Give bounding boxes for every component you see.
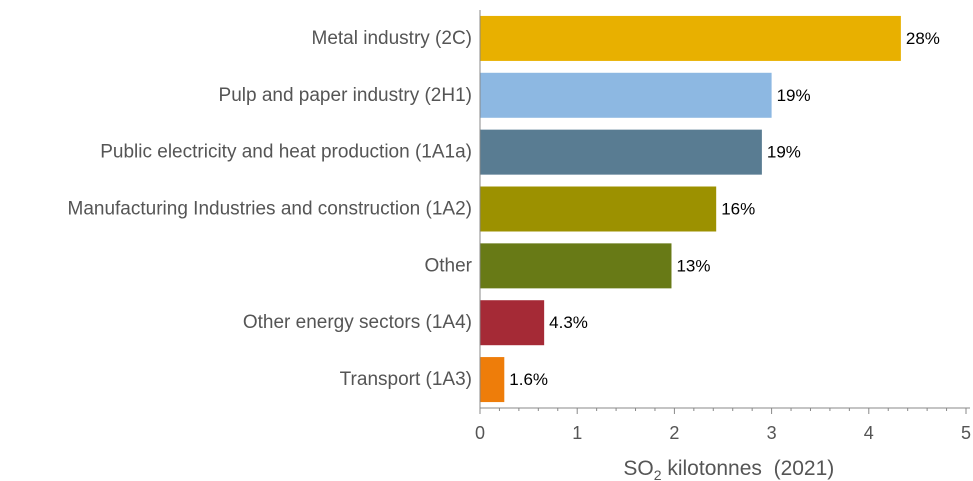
value-label-3: 19% xyxy=(767,143,801,162)
x-tick-label-2: 2 xyxy=(669,423,679,443)
x-tick-label-0: 0 xyxy=(475,423,485,443)
x-tick-label-1: 1 xyxy=(572,423,582,443)
category-label-1: Metal industry (2C) xyxy=(312,28,473,49)
value-label-6: 4.3% xyxy=(549,313,588,332)
bar-3 xyxy=(480,129,762,175)
value-label-1: 28% xyxy=(906,29,940,48)
category-label-5: Other xyxy=(424,255,472,276)
category-label-3: Public electricity and heat production (… xyxy=(100,142,472,163)
x-axis: 0 1 2 3 4 5 xyxy=(475,10,971,443)
category-label-4: Manufacturing Industries and constructio… xyxy=(68,199,473,220)
bar-2 xyxy=(480,72,772,118)
x-axis-title: SO2 kilotonnes (2021) xyxy=(594,457,852,481)
category-labels-layer: Metal industry (2C) Pulp and paper indust… xyxy=(68,28,473,390)
bar-5 xyxy=(480,243,672,289)
value-label-7: 1.6% xyxy=(509,370,548,389)
value-labels-layer: 28% 19% 19% 16% 13% 4.3% 1.6% xyxy=(509,29,940,389)
x-tick-label-3: 3 xyxy=(767,423,777,443)
bar-4 xyxy=(480,186,717,232)
bar-1 xyxy=(480,15,901,61)
category-label-6: Other energy sectors (1A4) xyxy=(243,312,472,333)
x-axis-title-subscript: 2 xyxy=(654,467,662,481)
value-label-5: 13% xyxy=(676,256,710,275)
value-label-2: 19% xyxy=(777,86,811,105)
bar-7 xyxy=(480,357,505,403)
bar-6 xyxy=(480,300,545,346)
category-label-7: Transport (1A3) xyxy=(340,369,472,390)
bars-layer xyxy=(480,15,901,403)
x-tick-label-4: 4 xyxy=(864,423,874,443)
x-axis-title-prefix: SO xyxy=(623,457,653,480)
value-label-4: 16% xyxy=(721,200,755,219)
x-tick-label-5: 5 xyxy=(961,423,971,443)
category-label-2: Pulp and paper industry (2H1) xyxy=(219,85,472,106)
x-axis-title-suffix: kilotonnes (2021) xyxy=(662,457,835,480)
